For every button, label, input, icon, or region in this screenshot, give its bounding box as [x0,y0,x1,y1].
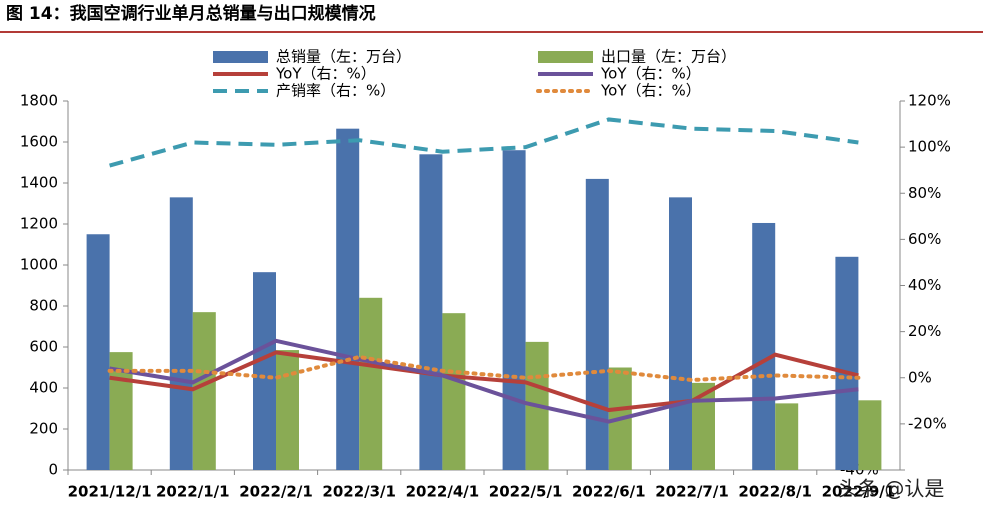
bar [775,403,799,470]
legend-swatch [213,51,268,63]
bar [835,256,859,470]
line [109,117,859,168]
y2-tick-label: 40% [908,276,941,294]
y-tick-label: 0 [48,461,58,479]
bar [858,400,882,470]
y2-tick-label: 100% [908,138,951,156]
line [107,354,861,383]
y-tick-label: 1600 [20,133,58,151]
y-tick-label: 600 [29,338,58,356]
legend-label: YoY（右：%） [600,82,701,100]
y-tick-label: 1000 [20,256,58,274]
line [109,350,859,413]
y2-tick-label: 0% [908,368,932,386]
x-tick-label: 2022/4/1 [406,483,480,501]
bar [192,312,216,470]
x-tick-label: 2022/9/1 [822,483,896,501]
bar [692,382,715,470]
bar [276,350,299,470]
bar [442,313,466,470]
bar [752,222,776,470]
line [109,338,859,424]
y-tick-label: 800 [29,297,58,315]
x-tick-label: 2022/2/1 [239,483,313,501]
bar [419,154,443,471]
y2-tick-label: 80% [908,184,941,202]
x-tick-label: 2022/1/1 [156,483,230,501]
bar [86,234,110,470]
x-tick-label: 2022/7/1 [655,483,729,501]
legend-swatch [538,51,593,63]
x-tick-label: 2021/12/1 [68,483,152,501]
y2-tick-label: 120% [908,92,951,110]
y-tick-label: 1800 [20,92,58,110]
bar [169,197,193,470]
y2-tick-label: 20% [908,322,941,340]
bar [669,197,692,470]
bar [253,272,276,470]
x-tick-label: 2022/5/1 [489,483,563,501]
legend-label: YoY（右：%） [275,65,376,83]
y-tick-label: 1400 [20,174,58,192]
x-tick-label: 2022/6/1 [572,483,646,501]
legend-label: 产销率（右：%） [276,82,395,100]
y-tick-label: 1200 [20,215,58,233]
legend-label: YoY（右：%） [600,65,701,83]
legend-label: 总销量（左：万台） [276,48,411,66]
bar [336,128,360,471]
bar [359,297,383,470]
y-tick-label: 200 [29,420,58,438]
y2-tick-label: 60% [908,230,941,248]
legend-label: 出口量（左：万台） [601,48,736,66]
x-tick-label: 2022/8/1 [738,483,812,501]
y2-tick-label: -20% [908,414,947,432]
x-tick-label: 2022/3/1 [322,483,396,501]
chart-title: 图 14：我国空调行业单月总销量与出口规模情况 [6,3,376,24]
y-tick-label: 400 [29,379,58,397]
watermark: 头条 @认是 [838,477,944,501]
bar [502,150,526,470]
bar [585,178,609,470]
